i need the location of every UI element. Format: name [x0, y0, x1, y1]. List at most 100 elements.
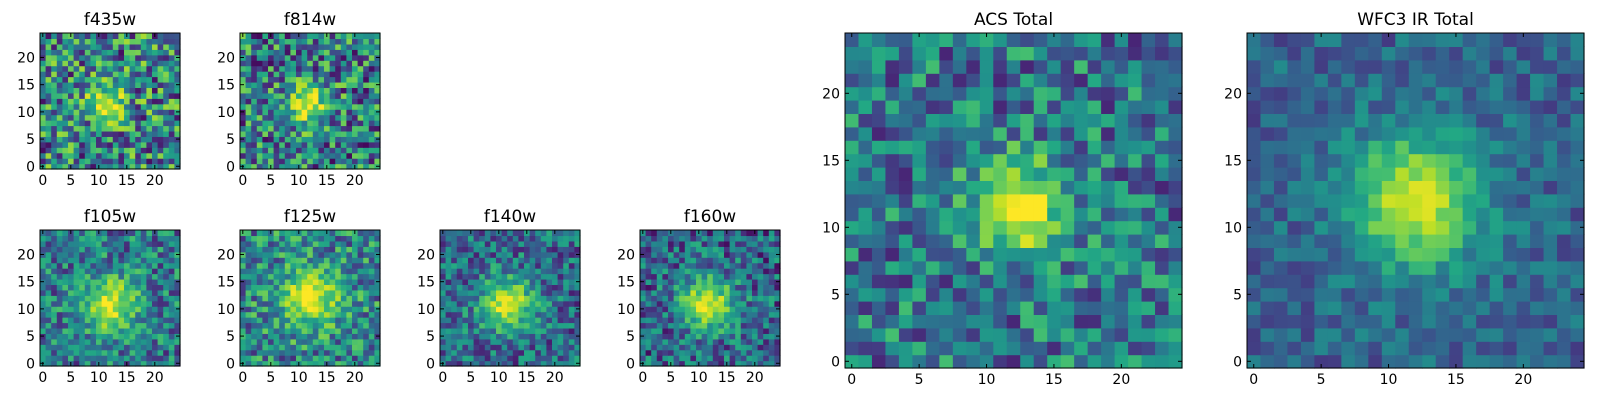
heatmap-cell	[279, 278, 286, 285]
heatmap-cell	[568, 317, 575, 324]
heatmap-cell	[546, 322, 553, 329]
heatmap-cell	[318, 284, 325, 291]
heatmap-cell	[84, 65, 91, 72]
heatmap-cell	[507, 240, 514, 247]
heatmap-cell	[324, 43, 331, 50]
heatmap-cell	[51, 349, 58, 356]
heatmap-cell	[1060, 193, 1075, 208]
heatmap-cell	[501, 317, 508, 324]
heatmap-cell	[340, 54, 347, 61]
heatmap-cell	[168, 38, 175, 45]
heatmap-cell	[679, 333, 686, 340]
heatmap-cell	[507, 322, 514, 329]
heatmap-cell	[1503, 287, 1518, 302]
heatmap-cell	[898, 220, 913, 235]
heatmap-cell	[1141, 73, 1156, 88]
heatmap-cell	[456, 246, 463, 253]
heatmap-cell	[1128, 46, 1143, 61]
heatmap-cell	[656, 295, 663, 302]
heatmap-cell	[1033, 234, 1048, 248]
heatmap-cell	[368, 306, 375, 313]
heatmap-cell	[925, 100, 940, 114]
heatmap-cell	[1476, 180, 1491, 195]
heatmap-cell	[501, 327, 508, 334]
heatmap-cell	[707, 306, 714, 313]
heatmap-cell	[898, 327, 913, 342]
heatmap-cell	[240, 300, 247, 307]
heatmap-cell	[312, 240, 319, 247]
heatmap-cell	[1327, 341, 1342, 356]
heatmap-cell	[368, 230, 375, 237]
heatmap-cell	[718, 273, 725, 280]
heatmap-cell	[898, 314, 913, 329]
heatmap-cell	[1354, 193, 1369, 208]
heatmap-cell	[273, 163, 280, 170]
heatmap-cell	[357, 230, 364, 237]
heatmap-cell	[273, 130, 280, 137]
heatmap-cell	[752, 311, 759, 318]
heatmap-cell	[129, 125, 136, 132]
heatmap-cell	[1101, 247, 1116, 262]
panel-title: f125w	[284, 207, 336, 227]
heatmap-cell	[546, 317, 553, 324]
heatmap-cell	[135, 152, 142, 159]
heatmap-cell	[73, 262, 80, 269]
heatmap-cell	[90, 92, 97, 99]
heatmap-cell	[96, 289, 103, 296]
heatmap-cell	[56, 360, 63, 367]
heatmap-cell	[318, 65, 325, 72]
heatmap-cell	[96, 257, 103, 264]
heatmap-cell	[679, 322, 686, 329]
heatmap-cell	[701, 311, 708, 318]
heatmap-cell	[296, 98, 303, 105]
heatmap-cell	[346, 327, 353, 334]
heatmap-cell	[1168, 153, 1183, 168]
heatmap-cell	[240, 349, 247, 356]
heatmap-cell	[129, 130, 136, 137]
heatmap-cell	[1260, 354, 1275, 369]
heatmap-cell	[540, 257, 547, 264]
heatmap-cell	[163, 230, 170, 237]
heatmap-cell	[284, 38, 291, 45]
heatmap-cell	[268, 246, 275, 253]
heatmap-cell	[563, 240, 570, 247]
heatmap-cell	[518, 268, 525, 275]
heatmap-cell	[774, 273, 781, 280]
heatmap-cell	[701, 355, 708, 362]
heatmap-cell	[51, 311, 58, 318]
heatmap-cell	[696, 300, 703, 307]
heatmap-cell	[679, 311, 686, 318]
heatmap-cell	[312, 322, 319, 329]
heatmap-cell	[501, 246, 508, 253]
heatmap-cell	[479, 333, 486, 340]
heatmap-cell	[912, 314, 927, 329]
heatmap-cell	[662, 295, 669, 302]
heatmap-cell	[912, 126, 927, 141]
x-tick-label: 10	[290, 370, 308, 386]
heatmap-cell	[752, 273, 759, 280]
heatmap-cell	[346, 54, 353, 61]
heatmap-cell	[262, 333, 269, 340]
heatmap-cell	[752, 327, 759, 334]
heatmap-cell	[335, 76, 342, 83]
heatmap-cell	[1543, 247, 1558, 262]
heatmap-cell	[84, 114, 91, 121]
heatmap-cell	[256, 38, 263, 45]
x-tick-label: 0	[238, 370, 247, 386]
heatmap-cell	[62, 65, 69, 72]
heatmap-cell	[101, 333, 108, 340]
heatmap-cell	[157, 246, 164, 253]
heatmap-cell	[107, 349, 114, 356]
heatmap-cell	[993, 100, 1008, 114]
heatmap-cell	[451, 300, 458, 307]
heatmap-cell	[335, 284, 342, 291]
heatmap-cell	[993, 260, 1008, 275]
heatmap-cell	[701, 268, 708, 275]
heatmap-cell	[168, 262, 175, 269]
heatmap-cell	[251, 60, 258, 67]
heatmap-cell	[484, 278, 491, 285]
heatmap-cell	[518, 240, 525, 247]
heatmap-cell	[118, 114, 125, 121]
heatmap-cell	[73, 235, 80, 242]
heatmap-cell	[979, 86, 994, 101]
